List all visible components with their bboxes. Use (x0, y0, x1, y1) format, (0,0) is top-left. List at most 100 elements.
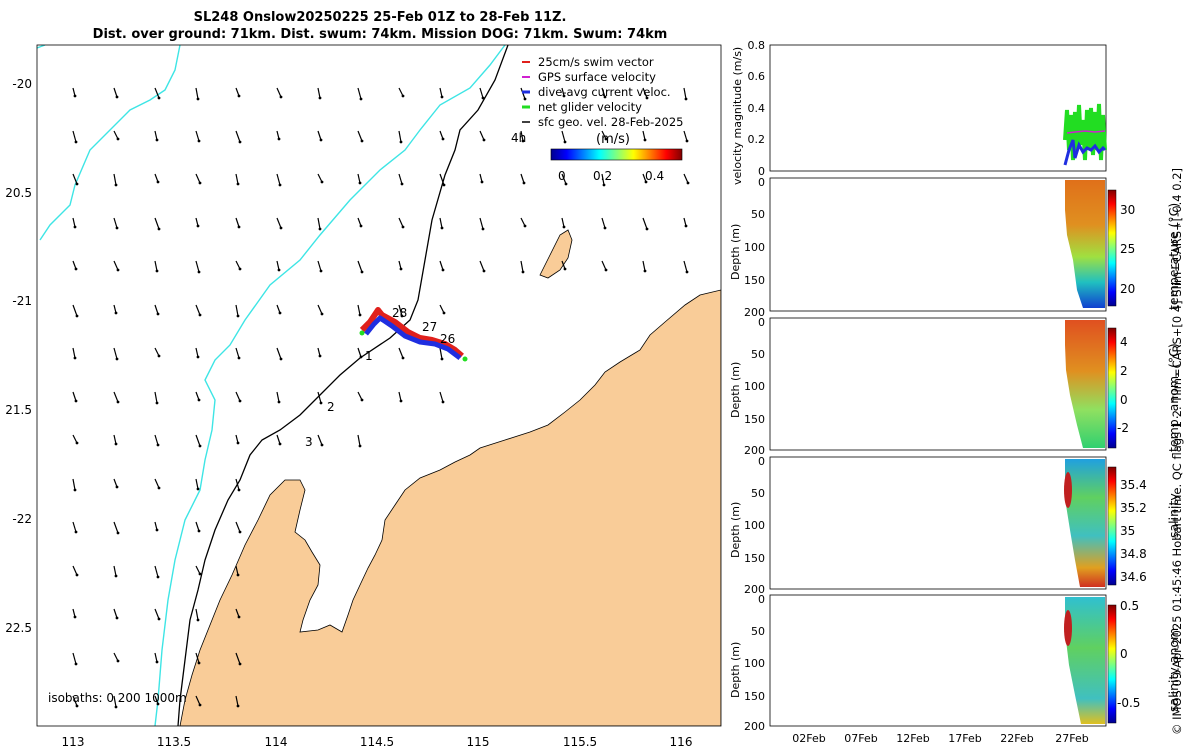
velocity-vector (113, 608, 118, 619)
velocity-vector (195, 173, 201, 184)
velocity-vector-head (197, 398, 201, 402)
salinity-panel (769, 456, 1107, 590)
velocity-vector (235, 217, 240, 228)
velocity-vector-head (155, 401, 159, 405)
day-label-28: 28 (392, 306, 407, 320)
velocity-vector-head (481, 96, 485, 100)
svg-text:150: 150 (744, 690, 765, 703)
velocity-vector-head (441, 268, 445, 272)
velocity-vector (357, 260, 363, 273)
velocity-vector-head (562, 225, 566, 229)
velocity-vector (235, 347, 240, 359)
velocity-vector (642, 217, 648, 230)
velocity-vector-head (156, 443, 160, 447)
velocity-vector (72, 478, 76, 491)
velocity-vector (235, 521, 241, 533)
svg-text:17Feb: 17Feb (948, 732, 981, 745)
svg-text:114.5: 114.5 (360, 735, 394, 749)
track-label-1: 1 (365, 349, 373, 363)
velocity-vector (113, 260, 119, 271)
velocity-vector (195, 652, 200, 664)
velocity-vector-head (401, 225, 405, 229)
svg-text:0: 0 (758, 455, 765, 468)
timeseries-figure: 0.8 0.6 0.4 0.2 0 velocity magnitude (m/… (729, 39, 1181, 745)
salinity-colorbar-ticks: 35.4 35.2 35 34.8 34.6 (1120, 478, 1147, 584)
velocity-vector-head (198, 572, 202, 576)
velocity-vector-head (238, 140, 242, 144)
velocity-vector (601, 130, 607, 140)
velocity-vector-head (480, 180, 484, 184)
velocity-vector (520, 217, 526, 227)
colorbar-tick-0: 0 (558, 169, 566, 183)
velocity-vector (195, 260, 200, 273)
velocity-vector-head (643, 138, 647, 142)
salinity-anom-panel (769, 594, 1107, 727)
svg-text:-20: -20 (12, 77, 32, 91)
map-figure: 28 27 26 1 2 3 25cm/s swim vector GPS su… (5, 44, 722, 749)
velocity-panel (769, 44, 1107, 172)
velocity-vector (154, 608, 160, 620)
velocity-vector-head (116, 268, 120, 272)
temp-anom-cbar-label: temp. anom. (°C) (1166, 343, 1181, 452)
velocity-vector-head (114, 442, 118, 446)
velocity-vector-head (155, 138, 159, 142)
salinity-anom-y-ticks: 0 50 100 150 200 (744, 593, 765, 733)
velocity-vector (235, 391, 241, 402)
velocity-y-label: velocity magnitude (m/s) (731, 47, 744, 185)
velocity-vector (154, 260, 158, 272)
velocity-vector (520, 130, 524, 142)
velocity-vector (317, 304, 323, 315)
svg-text:02Feb: 02Feb (792, 732, 825, 745)
velocity-vector-head (279, 357, 283, 361)
velocity-vector-head (74, 530, 78, 534)
velocity-vector-head (441, 400, 445, 404)
velocity-vector (113, 695, 117, 708)
velocity-vector-head (685, 270, 689, 274)
velocity-vector (601, 87, 606, 98)
velocity-vector-head (196, 97, 200, 101)
velocity-vector-head (75, 182, 79, 186)
velocity-vector-head (197, 139, 201, 143)
velocity-vector-head (157, 617, 161, 621)
velocity-vector-head (238, 399, 242, 403)
velocity-vector (642, 173, 647, 183)
velocity-vector (439, 260, 444, 271)
velocity-vector (154, 217, 160, 230)
velocity-vector-head (198, 313, 202, 317)
svg-text:0.6: 0.6 (748, 70, 766, 83)
svg-text:150: 150 (744, 274, 765, 287)
svg-text:0: 0 (758, 593, 765, 606)
velocity-vector-head (279, 95, 283, 99)
temperature-colorbar-ticks: 30 25 20 (1120, 203, 1135, 296)
velocity-vector (113, 652, 119, 662)
velocity-vector-head (320, 180, 324, 184)
velocity-vector-head (115, 95, 119, 99)
velocity-vector-head (358, 444, 362, 448)
velocity-vector-head (358, 181, 362, 185)
velocity-vector (195, 304, 201, 316)
velocity-vector-head (684, 224, 688, 228)
velocity-vector (113, 217, 118, 229)
velocity-vector (195, 565, 201, 575)
velocity-vector (561, 217, 565, 228)
hour-label: 4h (511, 131, 526, 145)
velocity-vector (439, 347, 443, 360)
velocity-vector-head (400, 314, 404, 318)
svg-text:100: 100 (744, 380, 765, 393)
track-label-2: 2 (327, 400, 335, 414)
velocity-vector (276, 304, 281, 314)
velocity-vector-head (237, 94, 241, 98)
svg-text:50: 50 (751, 348, 765, 361)
chart-title-line1: SL248 Onslow20250225 25-Feb 01Z to 28-Fe… (193, 10, 567, 25)
velocity-vector (683, 87, 687, 100)
velocity-vector (317, 391, 322, 404)
velocity-vector (357, 217, 362, 227)
velocity-vector-head (196, 618, 200, 622)
salinity-anom-colorbar (1107, 604, 1117, 724)
velocity-vector (439, 391, 444, 403)
velocity-vector (195, 695, 201, 706)
velocity-vector-head (73, 225, 77, 229)
velocity-vector (154, 695, 159, 705)
velocity-vector (154, 130, 158, 141)
velocity-vector-head (114, 574, 118, 578)
